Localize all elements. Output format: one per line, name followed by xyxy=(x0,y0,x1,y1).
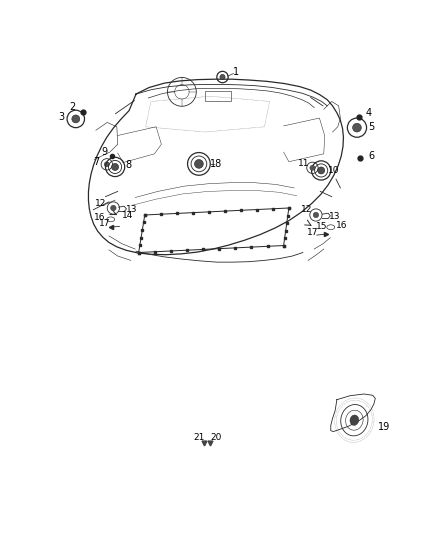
Text: 14: 14 xyxy=(122,212,133,220)
Circle shape xyxy=(318,167,325,174)
Text: 16: 16 xyxy=(94,213,105,222)
Circle shape xyxy=(112,164,119,171)
Text: 17: 17 xyxy=(99,219,110,228)
Circle shape xyxy=(353,123,361,132)
Text: 6: 6 xyxy=(368,151,374,161)
Circle shape xyxy=(220,75,225,79)
Text: 21: 21 xyxy=(193,433,205,442)
Text: 20: 20 xyxy=(211,433,222,442)
Circle shape xyxy=(313,212,319,218)
Text: 16: 16 xyxy=(336,221,347,230)
Text: 5: 5 xyxy=(368,122,374,132)
Circle shape xyxy=(104,162,110,167)
Text: 17: 17 xyxy=(307,228,318,237)
Text: 19: 19 xyxy=(378,422,390,432)
Text: 4: 4 xyxy=(366,108,372,118)
Circle shape xyxy=(110,205,116,211)
Text: 13: 13 xyxy=(126,205,138,214)
Text: 7: 7 xyxy=(93,157,99,167)
Circle shape xyxy=(310,165,315,171)
Text: 13: 13 xyxy=(328,212,340,221)
Text: 15: 15 xyxy=(316,222,328,231)
Circle shape xyxy=(72,115,80,123)
Text: 2: 2 xyxy=(70,102,76,112)
Text: 1: 1 xyxy=(233,67,240,77)
Text: 11: 11 xyxy=(298,159,310,168)
Text: 18: 18 xyxy=(210,159,223,169)
Circle shape xyxy=(194,159,203,168)
Text: 12: 12 xyxy=(95,199,107,208)
Text: 8: 8 xyxy=(125,160,131,170)
Text: 10: 10 xyxy=(328,166,339,175)
Text: 3: 3 xyxy=(58,112,64,122)
Ellipse shape xyxy=(350,415,359,425)
Text: 12: 12 xyxy=(300,205,312,214)
Text: 9: 9 xyxy=(102,147,108,157)
